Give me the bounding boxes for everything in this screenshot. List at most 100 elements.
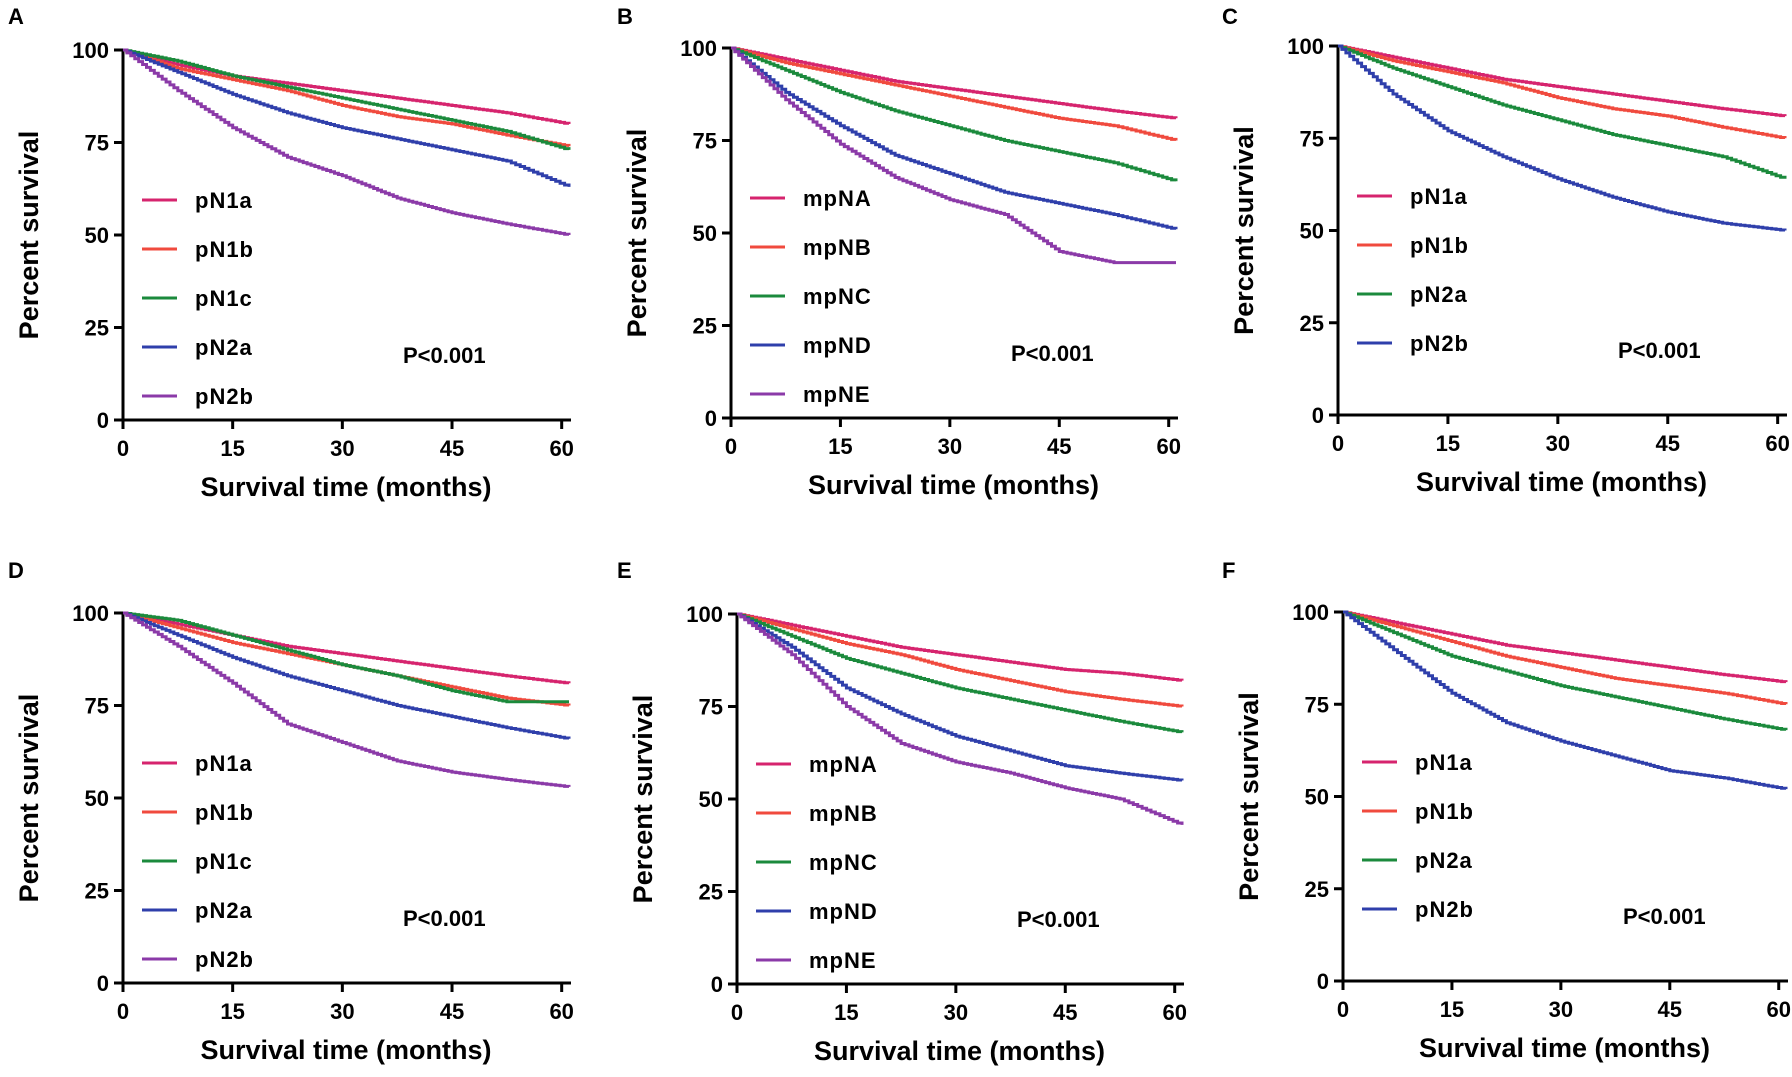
x-tick-label: 60 bbox=[1162, 1000, 1186, 1025]
y-axis-title: Percent survival bbox=[14, 131, 44, 340]
legend-label: pN1b bbox=[1410, 233, 1469, 258]
y-axis-title: Percent survival bbox=[1229, 126, 1259, 335]
y-tick-label: 25 bbox=[1300, 311, 1324, 336]
legend-label: pN1b bbox=[195, 237, 254, 262]
p-value-annotation: P<0.001 bbox=[403, 343, 486, 368]
series-line-pn1c bbox=[123, 611, 569, 704]
series-line-mpnd bbox=[737, 612, 1184, 782]
legend-label: pN2a bbox=[195, 898, 253, 923]
p-value-annotation: P<0.001 bbox=[1623, 904, 1706, 929]
x-tick-label: 15 bbox=[1440, 997, 1464, 1022]
y-tick-label: 75 bbox=[85, 694, 109, 719]
x-tick-label: 60 bbox=[1156, 434, 1180, 459]
p-value-annotation: P<0.001 bbox=[1011, 341, 1094, 366]
x-tick-label: 0 bbox=[1337, 997, 1349, 1022]
series-line-pn2b bbox=[1343, 610, 1788, 790]
x-tick-label: 0 bbox=[731, 1000, 743, 1025]
x-tick-label: 60 bbox=[549, 999, 573, 1024]
panel-letter: F bbox=[1222, 558, 1235, 583]
series-line-mpnc bbox=[737, 612, 1184, 734]
p-value-annotation: P<0.001 bbox=[403, 906, 486, 931]
x-tick-label: 15 bbox=[220, 436, 244, 461]
y-tick-label: 25 bbox=[1305, 877, 1329, 902]
y-tick-label: 75 bbox=[699, 695, 723, 720]
legend-label: pN1a bbox=[1415, 750, 1473, 775]
x-tick-label: 30 bbox=[330, 999, 354, 1024]
x-tick-label: 60 bbox=[1765, 431, 1789, 456]
legend-label: mpNA bbox=[803, 186, 872, 211]
x-tick-label: 15 bbox=[834, 1000, 858, 1025]
x-tick-label: 30 bbox=[1546, 431, 1570, 456]
y-tick-label: 50 bbox=[85, 223, 109, 248]
panel-letter: D bbox=[8, 558, 24, 583]
legend-label: mpND bbox=[809, 899, 878, 924]
y-tick-label: 0 bbox=[97, 971, 109, 996]
series-line-pn2b bbox=[1338, 44, 1787, 232]
series-line-pn2a bbox=[1343, 610, 1788, 731]
x-tick-label: 0 bbox=[117, 436, 129, 461]
legend-label: mpNC bbox=[809, 850, 878, 875]
x-tick-label: 15 bbox=[220, 999, 244, 1024]
y-tick-label: 50 bbox=[699, 787, 723, 812]
p-value-annotation: P<0.001 bbox=[1618, 338, 1701, 363]
x-tick-label: 30 bbox=[330, 436, 354, 461]
x-tick-label: 45 bbox=[1656, 431, 1680, 456]
series-line-pn2a bbox=[1338, 44, 1787, 179]
legend-label: pN2b bbox=[195, 384, 254, 409]
legend-label: pN2b bbox=[195, 947, 254, 972]
y-tick-label: 100 bbox=[72, 601, 109, 626]
panel-b: B 0 25 50 75 100 0 15 30 45 60 Survival time (month… bbox=[617, 4, 1181, 500]
y-tick-label: 0 bbox=[711, 972, 723, 997]
legend-label: pN1b bbox=[1415, 799, 1474, 824]
legend-label: mpNA bbox=[809, 752, 878, 777]
series-line-pn2a bbox=[123, 48, 571, 187]
panel-letter: B bbox=[617, 4, 633, 29]
x-axis-title: Survival time (months) bbox=[200, 472, 491, 502]
y-axis-title: Percent survival bbox=[622, 129, 652, 338]
x-tick-label: 30 bbox=[944, 1000, 968, 1025]
x-axis-title: Survival time (months) bbox=[808, 470, 1099, 500]
series-line-mpnb bbox=[731, 46, 1178, 141]
legend-label: pN1b bbox=[195, 800, 254, 825]
legend-label: pN1c bbox=[195, 286, 253, 311]
legend-label: pN1c bbox=[195, 849, 253, 874]
y-tick-label: 25 bbox=[693, 314, 717, 339]
series-line-mpnb bbox=[737, 612, 1184, 708]
panel-f: F 0 25 50 75 100 0 15 30 45 60 Survival time (month… bbox=[1222, 558, 1791, 1063]
y-axis-title: Percent survival bbox=[628, 695, 658, 904]
y-tick-label: 75 bbox=[693, 129, 717, 154]
series-line-pn1b bbox=[123, 48, 571, 147]
y-tick-label: 25 bbox=[699, 880, 723, 905]
x-tick-label: 45 bbox=[440, 999, 464, 1024]
y-tick-label: 25 bbox=[85, 879, 109, 904]
x-tick-label: 45 bbox=[440, 436, 464, 461]
panel-c: C 0 25 50 75 100 0 15 30 45 60 Survival time (month… bbox=[1222, 4, 1790, 497]
legend-label: mpNE bbox=[803, 382, 871, 407]
y-tick-label: 100 bbox=[680, 36, 717, 61]
panel-e: E 0 25 50 75 100 0 15 30 45 60 Survival time (month… bbox=[617, 558, 1187, 1066]
x-axis-title: Survival time (months) bbox=[1419, 1033, 1710, 1063]
x-tick-label: 45 bbox=[1047, 434, 1071, 459]
panel-a: A 0 25 50 75 100 0 15 30 45 60 Survival time (month… bbox=[8, 4, 574, 502]
legend-label: pN2a bbox=[1410, 282, 1468, 307]
y-tick-label: 50 bbox=[693, 221, 717, 246]
x-axis-title: Survival time (months) bbox=[814, 1036, 1105, 1066]
series-line-mpna bbox=[731, 46, 1178, 120]
panel-d: D 0 25 50 75 100 0 15 30 45 60 Survival time (month… bbox=[8, 558, 574, 1065]
x-tick-label: 0 bbox=[725, 434, 737, 459]
series-line-pn1a bbox=[1338, 44, 1787, 118]
legend-label: pN2b bbox=[1415, 897, 1474, 922]
series-line-pn1c bbox=[123, 48, 571, 151]
y-tick-label: 100 bbox=[686, 602, 723, 627]
x-axis-title: Survival time (months) bbox=[1416, 467, 1707, 497]
y-tick-label: 75 bbox=[1300, 126, 1324, 151]
series-line-pn1a bbox=[1343, 610, 1788, 684]
series-line-pn1b bbox=[1343, 610, 1788, 705]
y-tick-label: 0 bbox=[1312, 403, 1324, 428]
y-tick-label: 100 bbox=[1292, 600, 1329, 625]
legend-label: mpNB bbox=[803, 235, 872, 260]
legend-label: pN1a bbox=[195, 751, 253, 776]
p-value-annotation: P<0.001 bbox=[1017, 907, 1100, 932]
legend-label: mpNB bbox=[809, 801, 878, 826]
